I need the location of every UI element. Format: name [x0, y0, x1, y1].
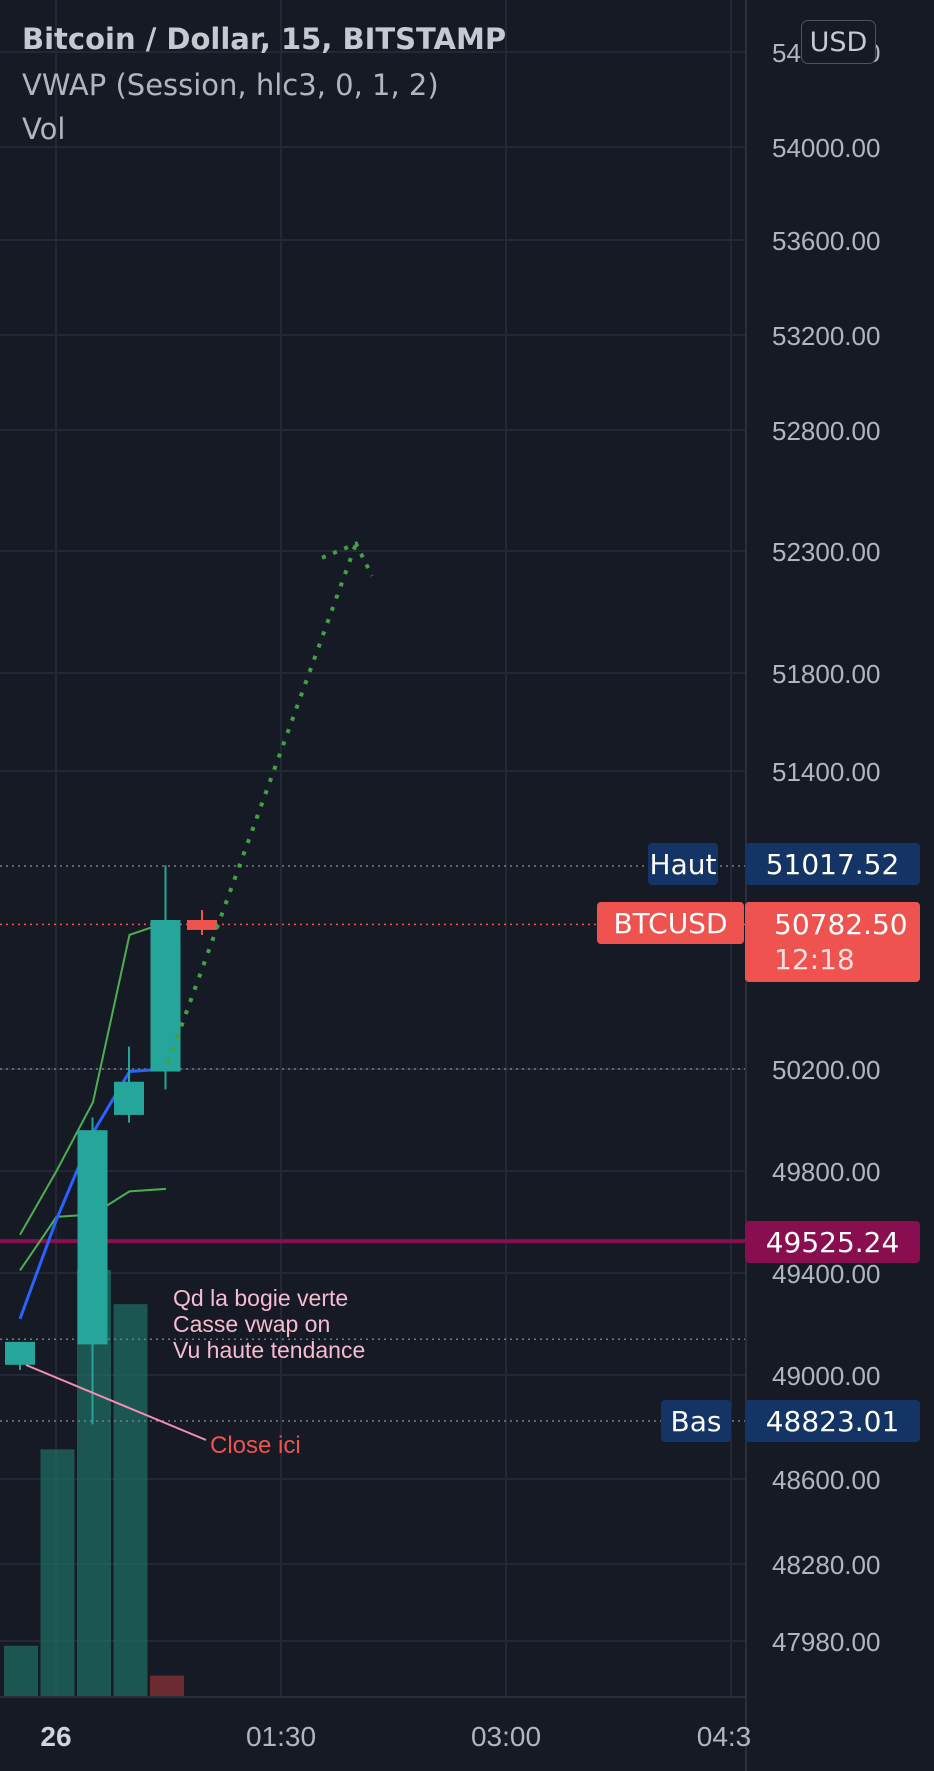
time-tick-label: 04:3: [697, 1721, 752, 1752]
time-tick-label: 26: [40, 1721, 71, 1752]
price-axis-background: [746, 0, 934, 1771]
price-tick-label: 49400.00: [772, 1259, 880, 1289]
high-price-tag: 51017.52: [745, 843, 920, 885]
last-price-tag: 50782.50 12:18: [745, 902, 920, 982]
high-label-tag: Haut: [648, 843, 718, 885]
volume-bar: [150, 1675, 184, 1697]
symbol-label-tag: BTCUSD: [597, 902, 744, 944]
forecast-arrow-head: [321, 541, 374, 577]
low-price-tag: 48823.01: [745, 1400, 920, 1442]
low-label: Bas: [670, 1404, 722, 1438]
candles: [5, 865, 217, 1425]
price-tick-label: 50200.00: [772, 1055, 880, 1085]
symbol-label: BTCUSD: [613, 906, 728, 940]
price-tick-label: 49000.00: [772, 1361, 880, 1391]
candle-body: [77, 1130, 108, 1345]
price-tick-label: 48280.00: [772, 1550, 880, 1580]
price-tick-label: 51800.00: [772, 659, 880, 689]
last-price: 50782.50: [774, 908, 908, 941]
grid-lines: [0, 0, 746, 1697]
close-callout-line: [25, 1364, 207, 1441]
vwap-upper-band: [19, 921, 167, 1236]
volume-legend[interactable]: Vol: [22, 112, 66, 146]
volume-bar: [40, 1449, 75, 1697]
price-tick-label: 54000.00: [772, 133, 880, 163]
time-tick-label: 01:30: [246, 1721, 316, 1752]
price-tick-label: 47980.00: [772, 1627, 880, 1657]
vwap-legend[interactable]: VWAP (Session, hlc3, 0, 1, 2): [22, 68, 439, 102]
time-tick-label: 03:00: [471, 1721, 541, 1752]
note-annotation-line: Qd la bogie verte: [173, 1285, 348, 1311]
candle-body: [5, 1341, 35, 1365]
candle-body: [114, 1081, 144, 1115]
high-label: Haut: [649, 847, 717, 881]
volume-bar: [4, 1645, 38, 1697]
candle-body: [187, 920, 217, 930]
bar-countdown: 12:18: [774, 943, 855, 976]
forecast-arrow-line: [166, 543, 358, 1064]
price-tick-label: 52800.00: [772, 416, 880, 446]
chart-title: Bitcoin / Dollar, 15, BITSTAMP: [22, 22, 507, 56]
price-tick-label: 49800.00: [772, 1157, 880, 1187]
candle-body: [150, 920, 181, 1072]
level-price-tag: 49525.24: [745, 1221, 920, 1263]
note-annotation-line: Casse vwap on: [173, 1311, 330, 1337]
currency-button[interactable]: USD: [801, 20, 876, 64]
volume-bar: [113, 1304, 148, 1697]
price-tick-label: 51400.00: [772, 757, 880, 787]
price-tick-label: 48600.00: [772, 1465, 880, 1495]
note-annotation-line: Vu haute tendance: [173, 1337, 365, 1363]
level-price: 49525.24: [765, 1225, 900, 1259]
low-label-tag: Bas: [661, 1400, 731, 1442]
high-price: 51017.52: [765, 847, 900, 881]
price-tick-label: 52300.00: [772, 537, 880, 567]
price-tick-label: 53600.00: [772, 226, 880, 256]
low-price: 48823.01: [765, 1404, 900, 1438]
price-tick-label: 53200.00: [772, 321, 880, 351]
close-annotation: Close ici: [210, 1432, 301, 1459]
